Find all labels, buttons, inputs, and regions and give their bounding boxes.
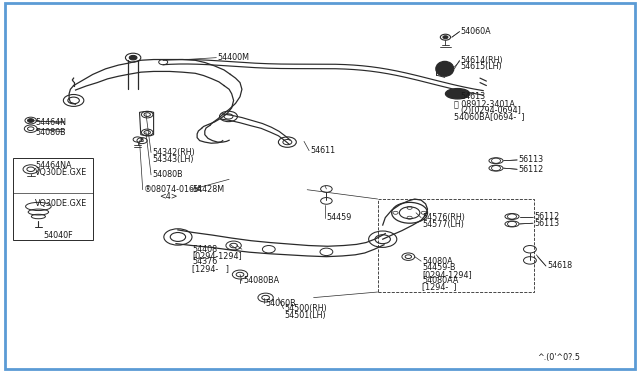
Text: 54614(RH): 54614(RH) (461, 56, 504, 65)
Text: 54400M: 54400M (218, 53, 250, 62)
Text: 54464NA: 54464NA (35, 161, 72, 170)
Text: 54040F: 54040F (44, 231, 73, 240)
Text: (2)[0294-0694]: (2)[0294-0694] (461, 106, 522, 115)
Text: 54376: 54376 (192, 257, 217, 266)
Text: Ⓝ 08912-3401A: Ⓝ 08912-3401A (454, 100, 515, 109)
Text: 54080BA: 54080BA (243, 276, 279, 285)
Text: 54613: 54613 (461, 92, 486, 101)
Text: 56113: 56113 (518, 155, 543, 164)
Text: 54080A: 54080A (422, 257, 453, 266)
Text: B: B (140, 138, 144, 143)
Text: 54060BA[0694-  ]: 54060BA[0694- ] (454, 112, 525, 121)
Text: 56112: 56112 (534, 212, 559, 221)
Ellipse shape (436, 61, 454, 76)
Text: 54342(RH): 54342(RH) (152, 148, 195, 157)
Text: 54615(LH): 54615(LH) (461, 62, 502, 71)
Text: 54576(RH): 54576(RH) (422, 213, 465, 222)
Circle shape (129, 55, 137, 60)
Text: 54080B: 54080B (152, 170, 183, 179)
Text: 56112: 56112 (518, 165, 543, 174)
Text: 54060A: 54060A (461, 27, 492, 36)
Text: 54459-B: 54459-B (422, 263, 456, 272)
Text: 56113: 56113 (534, 219, 559, 228)
Text: VQ30DE.GXE: VQ30DE.GXE (35, 168, 88, 177)
Text: 54428M: 54428M (192, 185, 224, 194)
Text: ®08074-016IA: ®08074-016IA (144, 185, 203, 194)
Text: 54618: 54618 (547, 262, 572, 270)
Text: 54501(LH): 54501(LH) (285, 311, 326, 320)
Text: <4>: <4> (159, 192, 177, 201)
Text: 54500(RH): 54500(RH) (285, 304, 328, 313)
Text: 54060B: 54060B (266, 299, 296, 308)
Text: [1294-   ]: [1294- ] (192, 264, 229, 273)
Text: 54459: 54459 (326, 213, 352, 222)
Text: 54080AA: 54080AA (422, 276, 459, 285)
Text: [1294-  ]: [1294- ] (422, 282, 457, 291)
Text: [0294-1294]: [0294-1294] (422, 270, 472, 279)
Circle shape (443, 36, 448, 39)
Text: 54464N: 54464N (35, 118, 66, 127)
Text: 54577(LH): 54577(LH) (422, 220, 464, 229)
Circle shape (28, 119, 34, 122)
Ellipse shape (445, 89, 470, 99)
Text: 54343(LH): 54343(LH) (152, 155, 194, 164)
Text: [0294-1294]: [0294-1294] (192, 251, 242, 260)
Text: VQ30DE.GXE: VQ30DE.GXE (35, 199, 88, 208)
Text: 54408: 54408 (192, 245, 217, 254)
Polygon shape (140, 112, 154, 136)
Text: ^.(0'^0?.5: ^.(0'^0?.5 (538, 353, 580, 362)
Text: 54080B: 54080B (35, 128, 66, 137)
Text: 54611: 54611 (310, 146, 335, 155)
